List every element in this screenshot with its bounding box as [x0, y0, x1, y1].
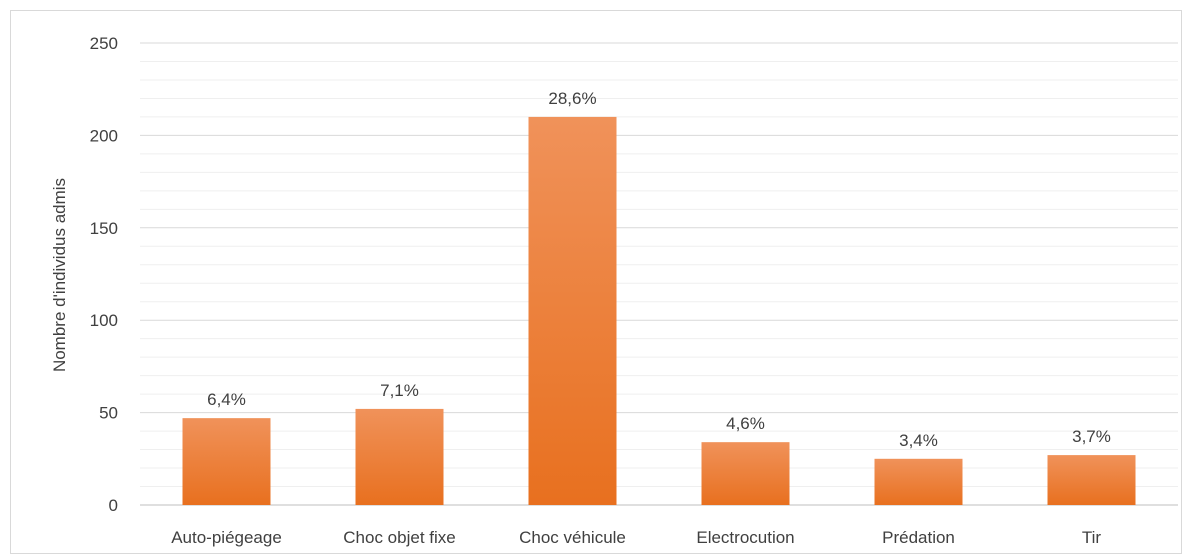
data-label: 6,4% — [207, 390, 246, 409]
y-tick-label: 200 — [90, 126, 118, 145]
bar — [182, 418, 271, 505]
bars — [182, 116, 1136, 506]
y-tick-label: 150 — [90, 219, 118, 238]
x-tick-label: Choc objet fixe — [343, 528, 455, 547]
y-tick-label: 100 — [90, 311, 118, 330]
x-tick-label: Prédation — [882, 528, 955, 547]
data-label: 4,6% — [726, 414, 765, 433]
bar — [355, 408, 444, 505]
data-label: 28,6% — [548, 89, 596, 108]
y-tick-label: 0 — [109, 496, 118, 515]
y-tick-label: 250 — [90, 34, 118, 53]
x-tick-label: Electrocution — [696, 528, 794, 547]
bar — [701, 442, 790, 505]
x-tick-label: Auto-piégeage — [171, 528, 282, 547]
data-label: 7,1% — [380, 381, 419, 400]
x-tick-label: Tir — [1082, 528, 1102, 547]
bar — [1047, 455, 1136, 505]
data-labels: 6,4% 7,1% 28,6% 4,6% 3,4% 3,7% — [207, 89, 1111, 450]
data-label: 3,4% — [899, 431, 938, 450]
data-label: 3,7% — [1072, 427, 1111, 446]
x-tick-label: Choc véhicule — [519, 528, 626, 547]
x-axis-ticks: Auto-piégeage Choc objet fixe Choc véhicul… — [171, 528, 1101, 547]
y-axis-ticks: 0 50 100 150 200 250 — [90, 34, 118, 515]
gridlines — [140, 42, 1178, 506]
y-tick-label: 50 — [99, 404, 118, 423]
y-axis-title: Nombre d'individus admis — [50, 178, 69, 372]
bar — [874, 458, 963, 505]
bar — [528, 116, 617, 506]
